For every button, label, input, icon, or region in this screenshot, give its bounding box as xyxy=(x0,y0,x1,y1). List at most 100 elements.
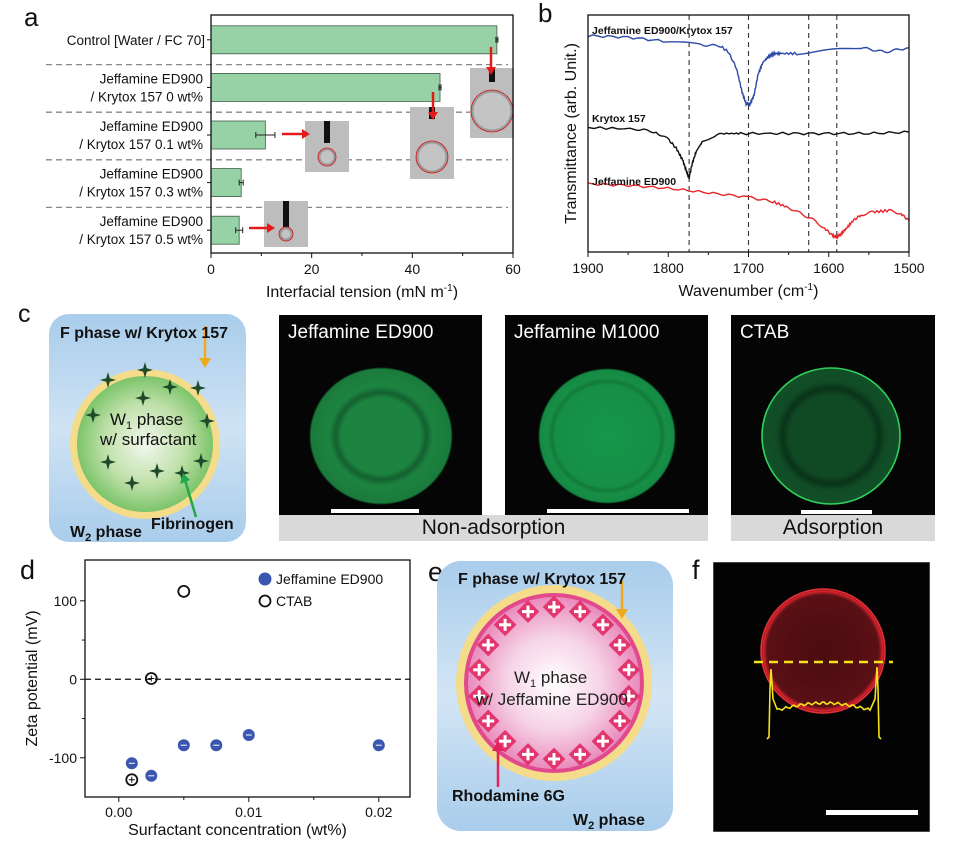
micrograph-jeffamine-m1000 xyxy=(505,315,708,515)
spectrum-line xyxy=(587,34,910,108)
plus-icon xyxy=(482,643,495,647)
intensity-profile xyxy=(766,666,882,740)
droplet-green xyxy=(309,367,453,505)
x-tick-label: 1900 xyxy=(572,260,603,276)
needle xyxy=(324,121,330,143)
panel-c-schematic: F phase w/ Krytox 157 W1 phase w/ surfac… xyxy=(49,314,246,544)
f-phase-label: F phase w/ Krytox 157 xyxy=(60,325,228,342)
fibrinogen-star xyxy=(193,453,209,469)
x-axis-title: Surfactant concentration (wt%) xyxy=(128,822,347,839)
category-label: Control [Water / FC 70] xyxy=(67,33,205,48)
spectrum-line xyxy=(587,126,910,180)
fibrinogen-markers xyxy=(85,362,215,491)
droplet-inner xyxy=(418,143,446,171)
category-label: / Krytox 157 0.5 wt% xyxy=(79,232,203,247)
y-tick-label: -100 xyxy=(49,750,77,766)
category-label: / Krytox 157 0.3 wt% xyxy=(79,185,203,200)
adsorption-label: Adsorption xyxy=(731,515,935,541)
plus-icon xyxy=(499,623,512,627)
panel-b-letter: b xyxy=(538,0,553,28)
fibrinogen-star xyxy=(85,407,101,423)
panel-b-chart: Jeffamine ED900/Krytox 157 Krytox 157 Jeff… xyxy=(563,14,925,300)
category-label: / Krytox 157 0.1 wt% xyxy=(79,137,203,152)
rhodamine-label: Rhodamine 6G xyxy=(452,788,565,805)
panel-e-schematic: F phase w/ Krytox 157 W1 phase w/ Jeffam… xyxy=(437,561,673,832)
droplet-inset xyxy=(410,92,454,179)
micrograph-jeffamine-ed900 xyxy=(279,315,482,515)
w1-label: W1 phase xyxy=(110,410,183,432)
red-arrowhead xyxy=(302,129,310,139)
rhodamine-cation xyxy=(516,743,540,766)
legend-label: Jeffamine ED900 xyxy=(276,571,383,587)
rhodamine-cation xyxy=(568,743,592,766)
plus-icon xyxy=(622,694,635,698)
fibrinogen-star xyxy=(124,475,140,491)
plus-icon xyxy=(522,610,534,614)
fibrinogen-star xyxy=(199,413,215,429)
micrograph-label-ed900: Jeffamine ED900 xyxy=(288,322,434,343)
series-label: Krytox 157 xyxy=(592,113,646,125)
x-tick-label: 1700 xyxy=(733,260,764,276)
droplet-green xyxy=(538,368,676,504)
droplet-inset xyxy=(470,47,514,138)
category-label: Jeffamine ED900 xyxy=(100,167,203,182)
plus-icon xyxy=(499,739,512,743)
fibrinogen-star xyxy=(149,463,165,479)
rhodamine-cation xyxy=(591,613,615,637)
legend-marker xyxy=(258,572,272,586)
needle xyxy=(489,68,495,82)
droplet-green-rim xyxy=(761,367,901,505)
panel-c-letter: c xyxy=(18,300,31,328)
red-arrowhead xyxy=(428,112,438,120)
y-tick-label: 0 xyxy=(69,671,77,687)
x-tick-label: 0.00 xyxy=(105,804,132,820)
micrograph-label-m1000: Jeffamine M1000 xyxy=(514,322,660,343)
fibrinogen-arrowhead xyxy=(180,473,190,484)
scale-bar xyxy=(331,509,419,513)
red-arrowhead xyxy=(486,67,496,75)
bar xyxy=(210,168,242,198)
bar xyxy=(210,215,240,245)
fibrinogen-star xyxy=(100,454,116,470)
x-tick-label: 0 xyxy=(207,261,215,277)
bar xyxy=(210,25,498,55)
micrograph-ctab xyxy=(731,315,935,515)
y-axis-title: Zeta potential (mV) xyxy=(24,610,41,746)
krytox-arrowhead xyxy=(199,358,211,368)
plus-icon xyxy=(596,623,609,627)
data-point xyxy=(177,584,191,598)
series-label: Jeffamine ED900 xyxy=(592,176,676,188)
legend-marker xyxy=(258,594,272,608)
panel-d-letter: d xyxy=(20,555,36,585)
droplet-inset xyxy=(249,201,308,247)
panel-a-letter: a xyxy=(24,2,39,32)
series-label: Jeffamine ED900/Krytox 157 xyxy=(592,25,733,37)
w2-label: W2 phase xyxy=(70,524,142,544)
fibrinogen-star xyxy=(162,379,178,395)
plus-icon xyxy=(574,752,586,756)
plus-icon xyxy=(622,668,635,672)
droplet-inner xyxy=(320,150,334,164)
w1-label-line2: w/ Jeffamine ED900 xyxy=(475,690,628,709)
x-tick-label: 1600 xyxy=(813,260,844,276)
w1-droplet xyxy=(468,597,640,769)
rhodamine-cation xyxy=(591,729,615,753)
fibrinogen-star xyxy=(137,362,153,378)
category-label: Jeffamine ED900 xyxy=(100,214,203,229)
x-tick-label: 1800 xyxy=(653,260,684,276)
panel-f-letter: f xyxy=(692,555,700,585)
y-axis-title: Transmittance (arb. Unit.) xyxy=(563,43,580,224)
scale-bar xyxy=(547,509,689,513)
x-tick-label: 40 xyxy=(405,261,421,277)
x-tick-label: 0.02 xyxy=(365,804,392,820)
y-tick-label: 100 xyxy=(54,593,78,609)
plot-frame xyxy=(84,559,411,798)
plus-icon xyxy=(522,752,534,756)
fibrinogen-star xyxy=(190,380,206,396)
micrograph-label-ctab: CTAB xyxy=(740,322,790,343)
data-point xyxy=(125,773,139,787)
x-axis-title: Interfacial tension (mN m-1) xyxy=(266,283,458,300)
w1-droplet xyxy=(77,376,213,512)
x-tick-label: 20 xyxy=(304,261,320,277)
plus-icon xyxy=(473,668,486,672)
